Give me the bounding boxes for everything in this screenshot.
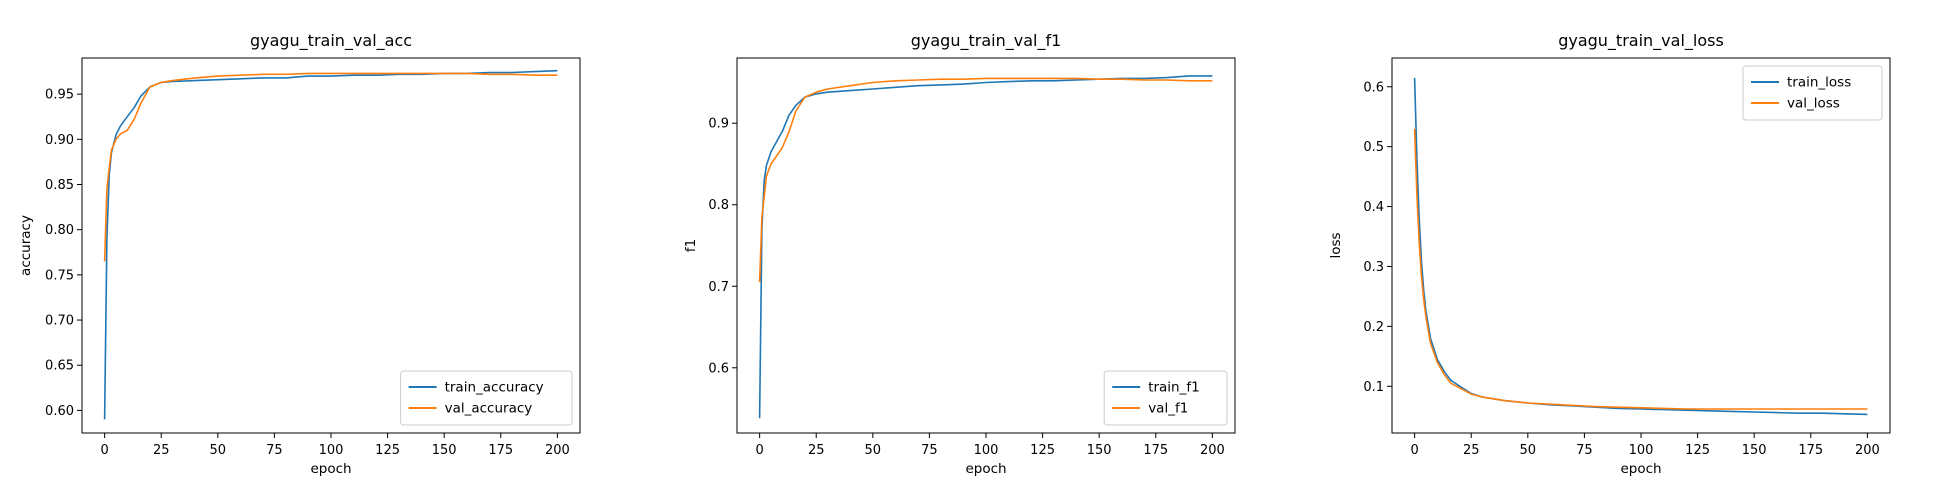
y-tick-label: 0.70	[45, 314, 74, 329]
y-tick-label: 0.80	[45, 223, 74, 238]
x-tick-label: 150	[1742, 443, 1767, 458]
x-tick-label: 125	[1030, 443, 1055, 458]
y-tick-label: 0.65	[45, 359, 74, 374]
series-line-val_f1	[758, 77, 1213, 283]
y-tick-label: 0.2	[1363, 320, 1384, 335]
chart-title: gyagu_train_val_f1	[911, 31, 1062, 51]
legend-label: val_accuracy	[445, 401, 533, 417]
x-tick-label: 100	[1629, 443, 1654, 458]
legend-box	[1103, 370, 1228, 426]
x-tick-label: 50	[865, 443, 882, 458]
y-tick-label: 0.75	[45, 268, 74, 283]
y-tick-label: 0.5	[1363, 140, 1384, 155]
x-tick-label: 125	[1685, 443, 1710, 458]
y-tick-label: 0.7	[708, 280, 729, 295]
y-tick-label: 0.85	[45, 178, 74, 193]
series-line-train_loss	[1413, 77, 1868, 416]
x-tick-label: 175	[1798, 443, 1823, 458]
chart-panel-1: gyagu_train_val_acc 0 25 50 75 100 125 150 175 20…	[18, 31, 581, 477]
legend-label: train_loss	[1787, 75, 1851, 91]
y-tick-label: 0.8	[708, 198, 729, 213]
chart-panel-2: gyagu_train_val_f1 0 25 50 75 100 125 150 175 200…	[683, 31, 1236, 477]
series-line-train_f1	[758, 75, 1213, 419]
y-tick-label: 0.9	[708, 117, 729, 132]
x-tick-label: 200	[1855, 443, 1880, 458]
y-axis-label: f1	[683, 239, 699, 252]
plot-frame	[81, 57, 581, 434]
x-axis-label: epoch	[1620, 461, 1661, 477]
series-line-val_loss	[1413, 128, 1868, 410]
x-tick-label: 150	[1087, 443, 1112, 458]
x-tick-label: 25	[1463, 443, 1480, 458]
x-tick-label: 200	[545, 443, 570, 458]
x-tick-label: 50	[1520, 443, 1537, 458]
y-axis-label: accuracy	[18, 215, 34, 276]
legend-label: val_f1	[1148, 401, 1188, 417]
y-tick-label: 0.95	[45, 88, 74, 103]
legend-label: train_accuracy	[445, 380, 544, 396]
x-tick-label: 100	[319, 443, 344, 458]
legend: train_accuracy val_accuracy	[400, 370, 573, 426]
series-line-train_accuracy	[103, 69, 558, 420]
y-axis-label: loss	[1328, 232, 1344, 258]
x-tick-label: 75	[921, 443, 938, 458]
chart-title: gyagu_train_val_acc	[250, 31, 412, 51]
plot-frame	[1391, 57, 1891, 434]
x-tick-label: 0	[1410, 443, 1418, 458]
chart-panel-3: gyagu_train_val_loss 0 25 50 75 100 125 150 175 2…	[1328, 31, 1891, 477]
x-axis-label: epoch	[310, 461, 351, 477]
x-tick-label: 75	[266, 443, 283, 458]
x-tick-label: 150	[432, 443, 457, 458]
x-tick-label: 100	[974, 443, 999, 458]
y-tick-label: 0.1	[1363, 380, 1384, 395]
x-tick-label: 25	[808, 443, 825, 458]
x-tick-label: 125	[375, 443, 400, 458]
legend-box	[400, 370, 573, 426]
x-tick-label: 175	[1143, 443, 1168, 458]
plot-frame	[736, 57, 1236, 434]
legend-box	[1742, 65, 1883, 121]
x-axis-label: epoch	[965, 461, 1006, 477]
y-tick-label: 0.90	[45, 133, 74, 148]
x-tick-label: 50	[210, 443, 227, 458]
legend: train_loss val_loss	[1742, 65, 1883, 121]
x-tick-label: 200	[1200, 443, 1225, 458]
y-tick-label: 0.3	[1363, 260, 1384, 275]
y-tick-label: 0.4	[1363, 200, 1384, 215]
legend: train_f1 val_f1	[1103, 370, 1228, 426]
y-tick-label: 0.60	[45, 404, 74, 419]
x-tick-label: 175	[488, 443, 513, 458]
x-tick-label: 0	[755, 443, 763, 458]
x-tick-label: 75	[1576, 443, 1593, 458]
series-line-val_accuracy	[103, 72, 558, 262]
legend-label: train_f1	[1148, 380, 1200, 396]
x-tick-label: 0	[100, 443, 108, 458]
y-tick-label: 0.6	[1363, 80, 1384, 95]
chart-title: gyagu_train_val_loss	[1558, 31, 1724, 51]
y-tick-label: 0.6	[708, 361, 729, 376]
x-tick-label: 25	[153, 443, 170, 458]
legend-label: val_loss	[1787, 96, 1840, 112]
